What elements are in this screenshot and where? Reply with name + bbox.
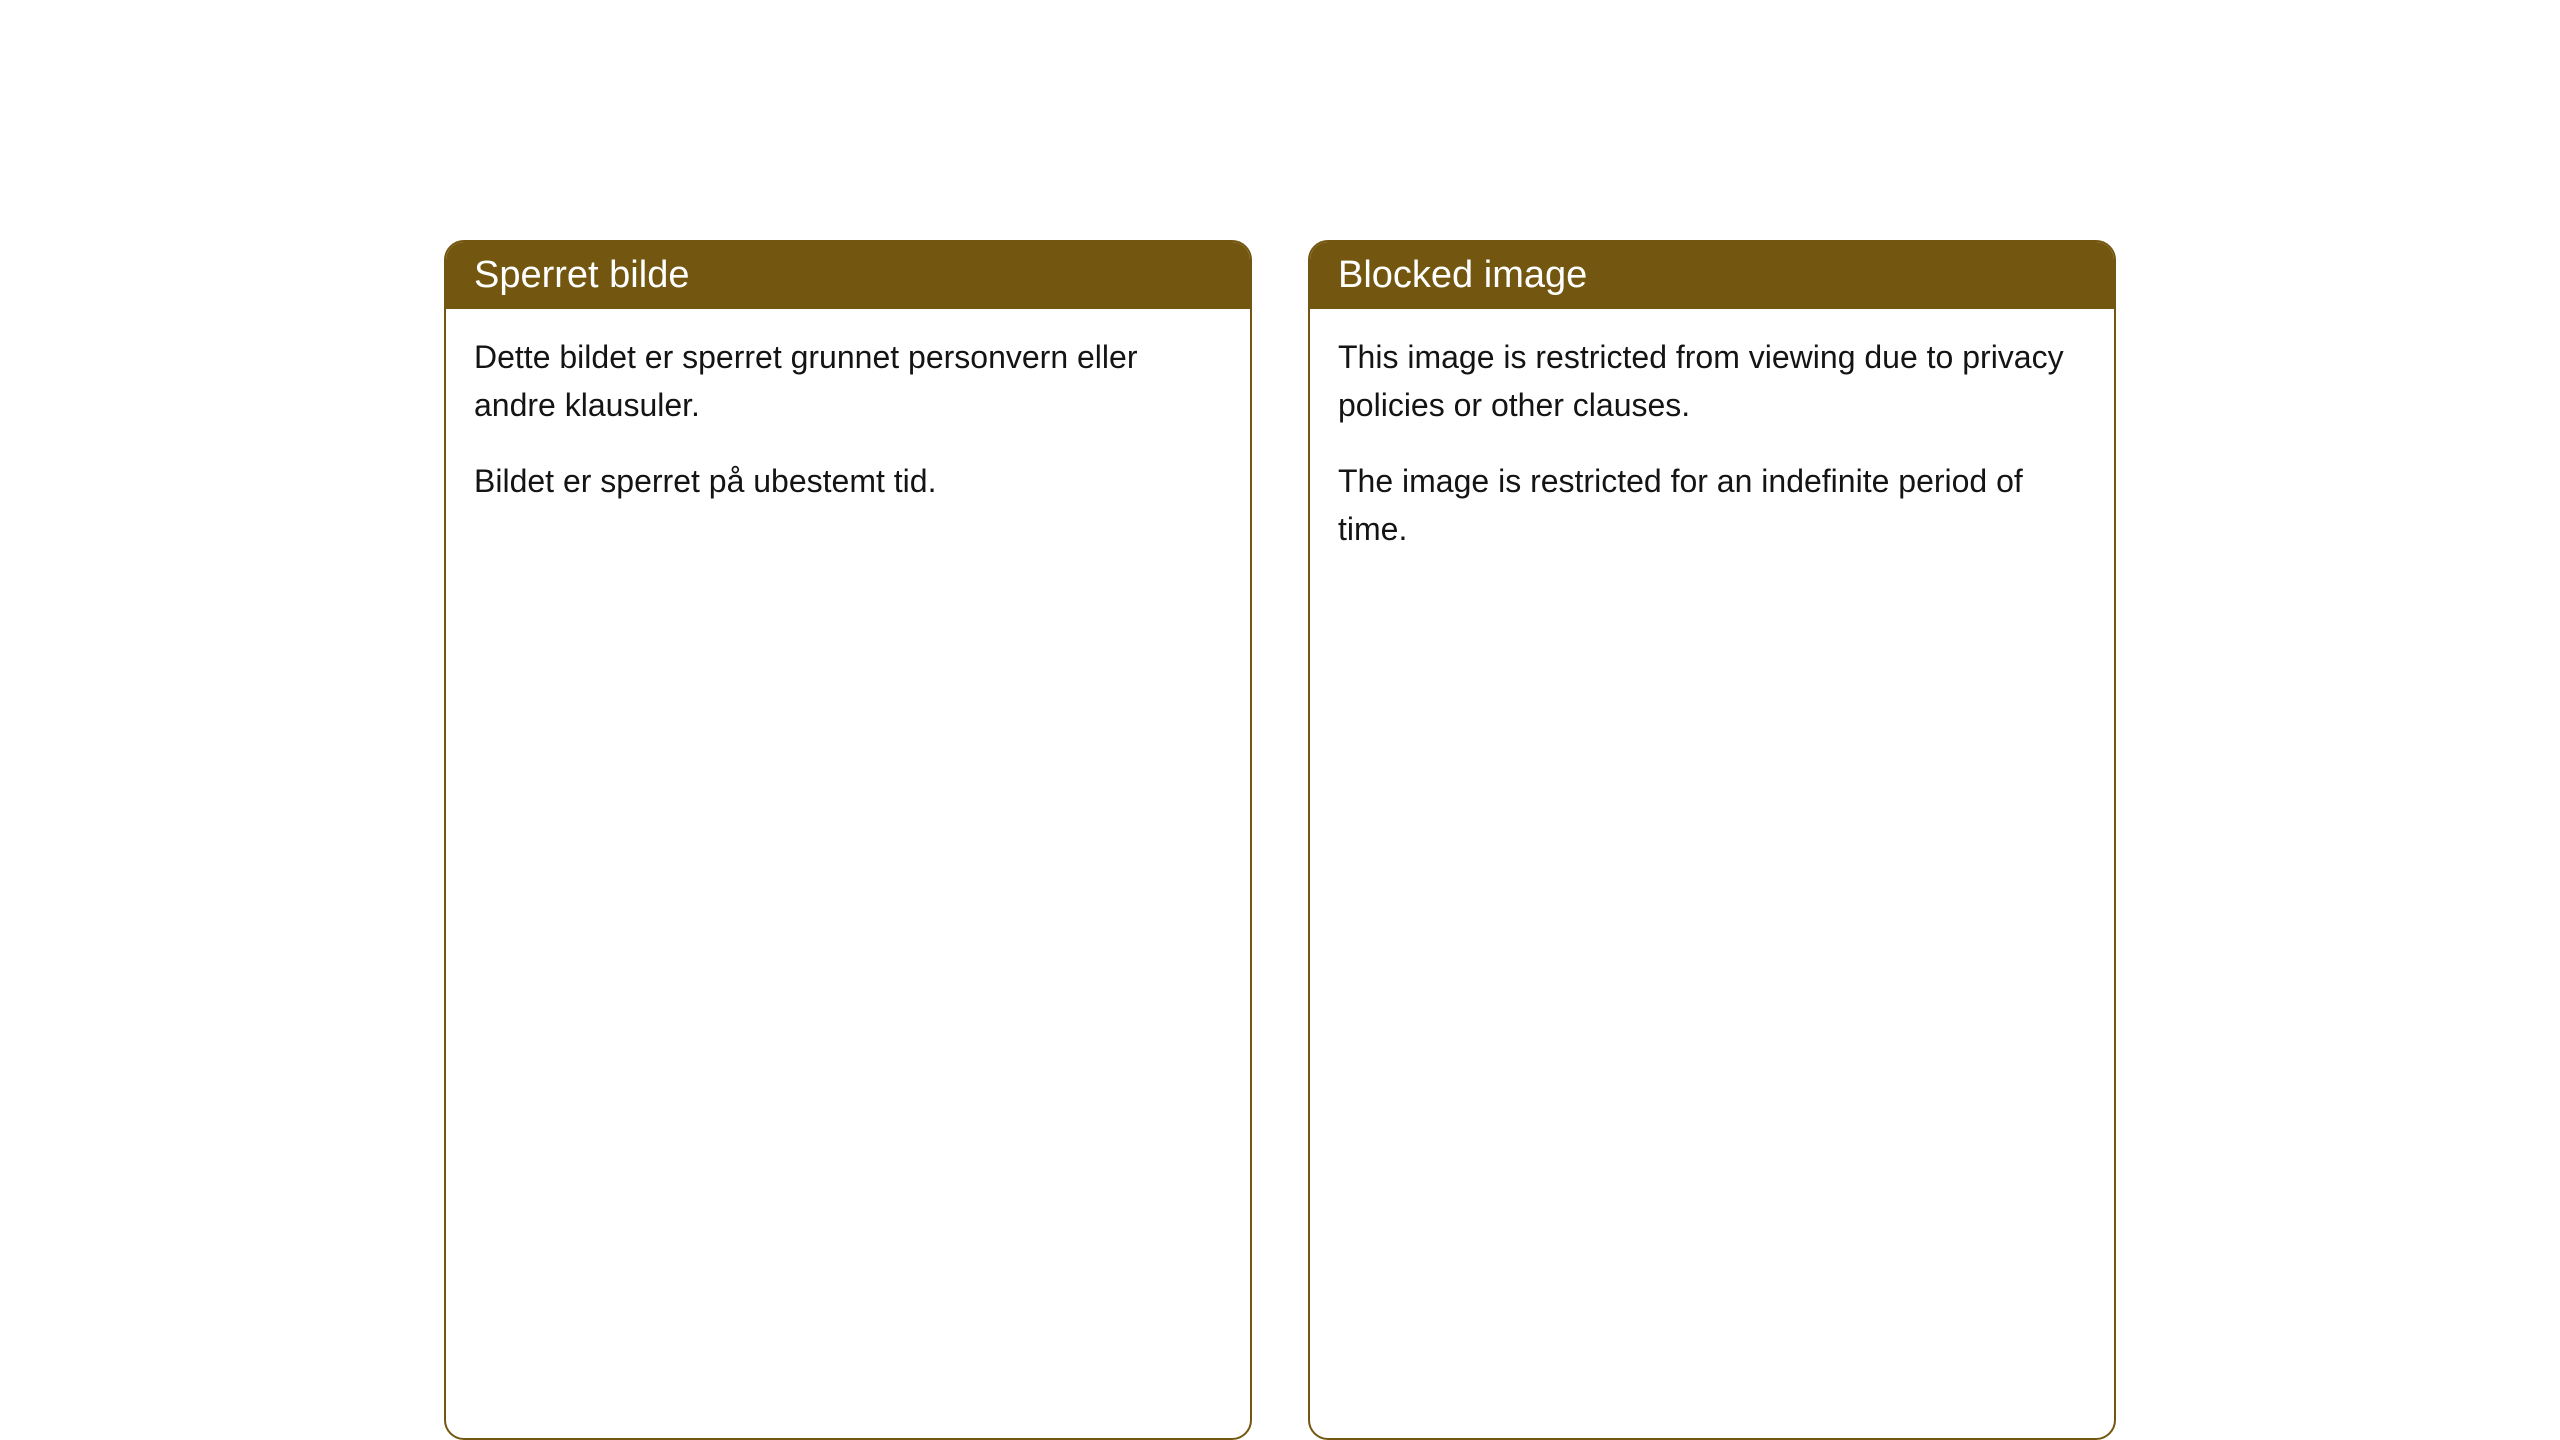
card-title: Sperret bilde xyxy=(474,254,689,296)
card-header: Sperret bilde xyxy=(446,242,1250,309)
card-body: Dette bildet er sperret grunnet personve… xyxy=(446,309,1250,545)
card-header: Blocked image xyxy=(1310,242,2114,309)
card-paragraph-1: This image is restricted from viewing du… xyxy=(1338,333,2086,429)
card-paragraph-2: The image is restricted for an indefinit… xyxy=(1338,457,2086,553)
cards-container: Sperret bilde Dette bildet er sperret gr… xyxy=(444,240,2116,1440)
card-paragraph-2: Bildet er sperret på ubestemt tid. xyxy=(474,457,1222,505)
blocked-image-card-english: Blocked image This image is restricted f… xyxy=(1308,240,2116,1440)
blocked-image-card-norwegian: Sperret bilde Dette bildet er sperret gr… xyxy=(444,240,1252,1440)
card-body: This image is restricted from viewing du… xyxy=(1310,309,2114,593)
card-title: Blocked image xyxy=(1338,254,1587,296)
card-paragraph-1: Dette bildet er sperret grunnet personve… xyxy=(474,333,1222,429)
